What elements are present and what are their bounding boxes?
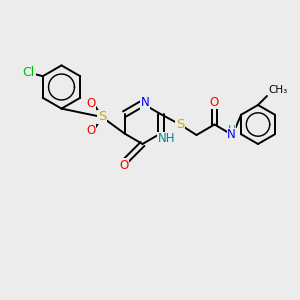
Text: S: S <box>98 110 106 124</box>
Text: NH: NH <box>158 132 175 146</box>
Text: N: N <box>227 128 236 142</box>
Text: Cl: Cl <box>22 66 35 79</box>
Text: H: H <box>227 124 236 135</box>
Text: O: O <box>86 124 95 137</box>
Text: N: N <box>140 96 149 109</box>
Text: CH₃: CH₃ <box>268 85 288 95</box>
Text: O: O <box>119 159 128 172</box>
Text: S: S <box>176 118 184 131</box>
Text: O: O <box>86 97 95 110</box>
Text: O: O <box>209 95 218 109</box>
